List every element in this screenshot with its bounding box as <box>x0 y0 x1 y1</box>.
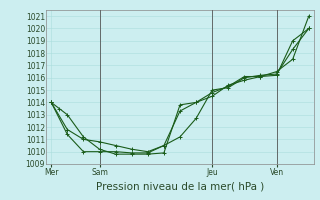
X-axis label: Pression niveau de la mer( hPa ): Pression niveau de la mer( hPa ) <box>96 181 264 191</box>
